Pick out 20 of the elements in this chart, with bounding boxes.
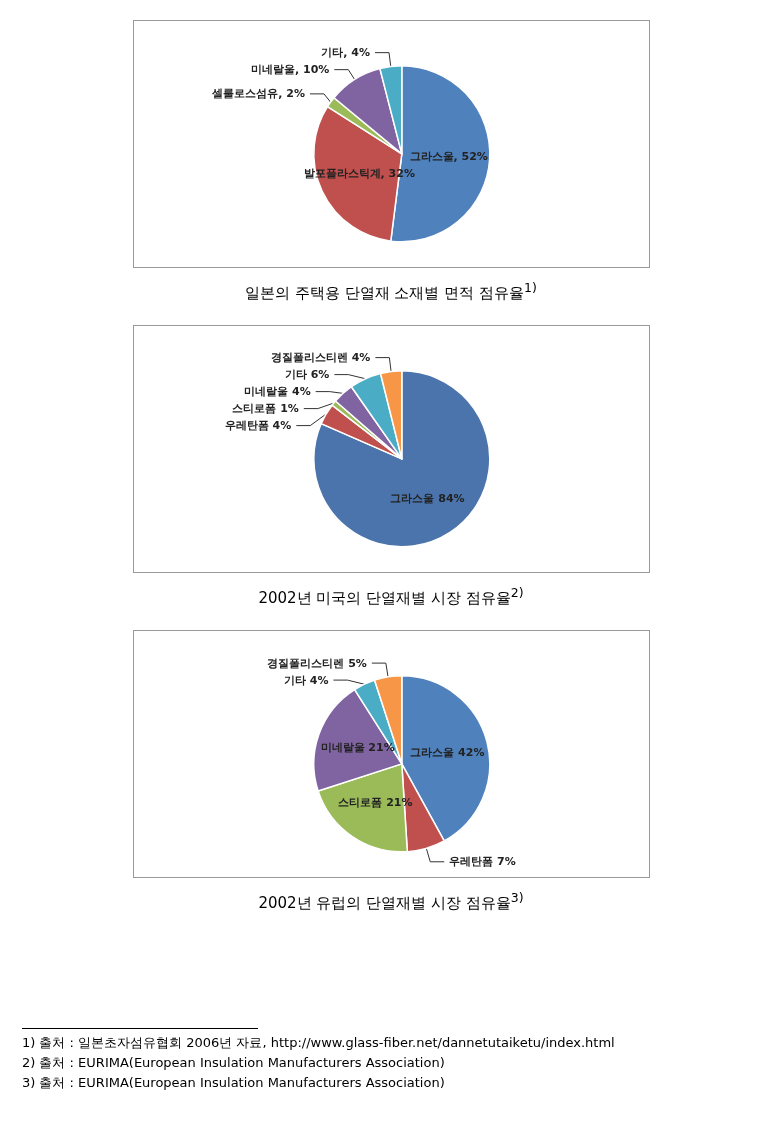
text: 일본의 주택용 단열재 소재별 면적 점유율$^{1)}$ — [244, 280, 538, 303]
slice-label: 그라스울 42% — [409, 745, 484, 759]
slice-label: 그라스울, 52% — [409, 150, 488, 164]
slice-label: 스티로폼 1% — [231, 402, 299, 416]
slice-label: 그라스울 84% — [389, 491, 465, 505]
slice-label: 기타 6% — [284, 368, 329, 382]
slice-label: 기타, 4% — [320, 46, 370, 60]
slice-label: 미네랄울, 10% — [250, 63, 329, 77]
text: 2) 출처 : EURIMA(European Insulation Manufacturers Association) — [22, 1054, 446, 1072]
text: 2002년 유럽의 단열재별 시장 점유율$^{3)}$ — [257, 890, 525, 913]
slice-label: 미네랄울 4% — [243, 385, 311, 399]
slice-label: 경질폴리스티렌 4% — [270, 351, 370, 365]
text: 2002년 미국의 단열재별 시장 점유율$^{2)}$ — [257, 585, 525, 608]
text: 1) 출처 : 일본초자섬유협회 2006년 자료, http://www.glass-fiber.net/dannetutaiketu/index.html — [22, 1034, 616, 1052]
slice-label: 셀룰로스섬유, 2% — [210, 87, 305, 101]
text: 3) 출처 : EURIMA(European Insulation Manufacturers Association) — [22, 1074, 446, 1092]
slice-label: 경질폴리스티렌 5% — [266, 656, 367, 670]
slice-label: 우레탄폼 7% — [448, 855, 516, 869]
slice-label: 우레탄폼 4% — [224, 419, 291, 433]
slice-label: 기타 4% — [283, 673, 328, 687]
